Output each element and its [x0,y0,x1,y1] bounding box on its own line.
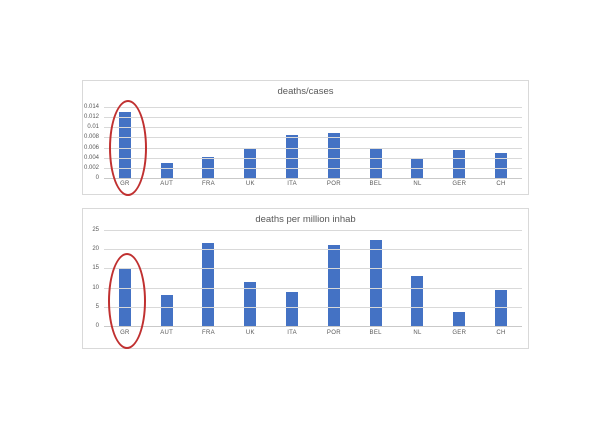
x-tick-label-por: POR [326,330,341,336]
bar-uk [244,148,257,178]
bar-slot-aut [146,107,188,178]
gridline [104,230,522,231]
x-tick-label-bel: BEL [369,330,382,336]
bar-por [327,245,340,326]
bar-aut [160,295,173,326]
y-tick-label: 0.006 [83,144,99,151]
gridline [104,107,522,108]
bar-slot-por [313,230,355,326]
y-tick-label: 10 [92,284,99,291]
chart-title: deaths/cases [277,86,334,97]
y-tick-label: 15 [92,265,99,272]
bar-uk [244,281,257,326]
x-tick-label-ch: CH [496,181,506,187]
bar-slot-ch [480,230,522,326]
bar-slot-ger [438,230,480,326]
chart-title: deaths per million inhab [255,214,356,225]
gridline [104,306,522,308]
gridline [104,249,522,251]
bar-slot-uk [229,230,271,326]
y-tick-label: 0 [95,323,99,329]
gridline [104,167,522,169]
y-tick-label: 0.014 [83,104,99,110]
x-tick-label-aut: AUT [160,330,174,336]
y-tick-label: 0.008 [83,134,99,141]
bar-bel [369,240,382,326]
gridline [104,147,522,149]
gridline [104,157,522,159]
bar-ch [495,153,508,178]
bar-slot-fra [188,230,230,326]
bar-slot-bel [355,107,397,178]
gridline [104,287,522,289]
y-tick-label: 20 [92,246,99,253]
bar-ger [453,312,466,326]
y-tick-label: 0.01 [87,124,99,131]
bar-fra [202,156,215,178]
bar-slot-por [313,107,355,178]
x-tick-label-ch: CH [496,330,506,336]
x-tick-label-nl: NL [413,181,422,187]
bar-ger [453,150,466,178]
y-tick-label: 0 [95,175,99,181]
x-tick-label-ita: ITA [287,330,297,336]
bar-fra [202,243,215,326]
bar-slot-fra [188,107,230,178]
x-tick-label-uk: UK [245,181,255,187]
y-axis: 0 5 10 15 20 25 [83,227,102,329]
x-tick-label-fra: FRA [202,181,215,187]
bar-slot-uk [229,107,271,178]
bar-slot-aut [146,230,188,326]
x-tick-label-aut: AUT [160,181,174,187]
bar-ita [286,291,299,326]
bar-slot-ita [271,107,313,178]
y-tick-label: 0.002 [83,164,99,171]
bar-por [327,132,340,178]
y-tick-label: 0.012 [83,114,99,121]
x-tick-label-fra: FRA [202,330,215,336]
bars-container [104,230,522,326]
x-tick-label-nl: NL [413,330,422,336]
x-axis: GR AUT FRA UK ITA POR BEL NL GER CH [104,330,522,336]
bar-slot-ita [271,230,313,326]
x-tick-label-ger: GER [452,330,467,336]
bar-slot-ger [438,107,480,178]
gridline [104,117,522,119]
x-tick-label-ger: GER [452,181,467,187]
y-tick-label: 0.004 [83,154,99,161]
gridline [104,127,522,129]
bar-nl [411,276,424,326]
x-tick-label-ita: ITA [287,181,297,187]
x-tick-label-bel: BEL [369,181,382,187]
y-tick-label: 25 [92,227,99,233]
y-axis: 0 0.002 0.004 0.006 0.008 0.01 0.012 0.014 [83,104,102,181]
y-tick-label: 5 [95,303,99,310]
plot-area [104,230,522,327]
x-axis: GR AUT FRA UK ITA POR BEL NL GER CH [104,181,522,187]
bar-slot-bel [355,230,397,326]
gridline [104,137,522,139]
chart-panel-deaths-cases: deaths/cases 0 0.002 0.004 0.006 0.008 0.01 0.… [82,80,529,195]
bar-bel [369,147,382,178]
bar-aut [160,162,173,178]
x-tick-label-por: POR [326,181,341,187]
gr-highlight-ellipse-bottom [108,253,146,349]
gridline [104,268,522,270]
bar-ita [286,134,299,178]
bar-slot-ch [480,107,522,178]
chart-panel-deaths-per-million: deaths per million inhab 0 5 10 15 20 25 GR AU… [82,208,529,349]
bar-slot-nl [397,230,439,326]
x-tick-label-uk: UK [245,330,255,336]
gr-highlight-ellipse-top [109,100,147,196]
plot-area [104,107,522,179]
